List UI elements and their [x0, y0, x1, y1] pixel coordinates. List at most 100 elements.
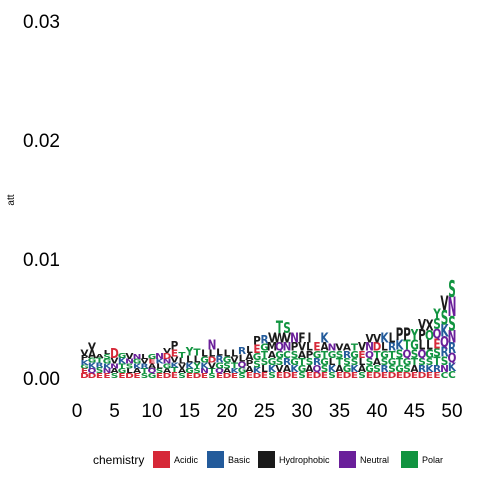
x-tick-label: 5 [109, 401, 120, 422]
logo-letter: E [321, 371, 328, 381]
logo-letter: L [261, 364, 268, 375]
logo-letter: Q [238, 360, 247, 370]
logo-letter: A [163, 368, 171, 376]
logo-letter: S [448, 276, 456, 303]
logo-letter: S [381, 357, 389, 368]
logo-letter: E [216, 373, 223, 381]
logo-letter: I [308, 330, 312, 346]
logo-letter: G [80, 364, 89, 370]
logo-letter: P [306, 350, 314, 361]
logo-letter: A [343, 343, 351, 354]
logo-letter: K [118, 357, 127, 367]
logo-letter: A [148, 363, 156, 371]
logo-letter: Q [418, 347, 427, 361]
logo-letter: S [268, 371, 276, 381]
logo-letter: A [373, 357, 381, 368]
logo-letter: D [193, 373, 202, 381]
logo-letter: T [141, 368, 148, 376]
logo-letter: Q [275, 340, 284, 354]
logo-letter: D [373, 371, 382, 381]
logo-letter: P [253, 334, 261, 348]
legend-swatch [153, 451, 170, 468]
logo-letter: L [104, 349, 111, 355]
logo-letter: L [224, 349, 231, 360]
logo-letter: S [418, 357, 426, 368]
logo-letter: S [208, 373, 216, 381]
logo-letter: S [193, 368, 201, 376]
logo-letter: S [126, 363, 134, 371]
legend-label: Basic [228, 455, 251, 465]
logo-letter: Y [410, 327, 419, 344]
logo-letter: A [358, 364, 366, 375]
logo-letter: Q [403, 347, 412, 361]
logo-letter: N [208, 337, 217, 353]
logo-letter: V [140, 358, 148, 366]
logo-letter: G [350, 350, 359, 361]
logo-letter: T [373, 350, 380, 361]
y-axis-title: att [6, 194, 17, 205]
logo-letter: G [238, 366, 247, 376]
logo-letter: E [133, 373, 140, 381]
logo-letter: K [395, 337, 404, 353]
logo-letter: S [321, 364, 329, 375]
logo-letter: K [440, 322, 449, 341]
logo-letter: R [433, 364, 441, 375]
logo-letter: K [103, 363, 113, 371]
logo-letter: R [448, 340, 456, 357]
logo-letter: S [261, 357, 269, 368]
y-axis-ticks: 0.00 0.01 0.02 0.03 [23, 12, 60, 390]
logo-letter: C [448, 370, 456, 381]
logo-letter: E [148, 358, 155, 366]
logo-letter: S [253, 360, 261, 371]
logo-letter: Q [88, 368, 98, 376]
logo-letter: L [381, 340, 388, 354]
logo-letter: T [96, 357, 103, 365]
logo-letter: G [103, 358, 112, 366]
logo-letter: S [111, 373, 119, 381]
logo-letter: E [351, 371, 358, 381]
logo-letter: G [118, 352, 127, 360]
logo-letter: P [418, 327, 426, 344]
logo-letter: S [156, 368, 164, 376]
logo-letter: G [260, 343, 269, 354]
legend-swatch [339, 451, 356, 468]
logo-letter: T [298, 357, 305, 368]
logo-letter: L [329, 357, 336, 368]
logo-letter: R [260, 333, 269, 347]
y-tick-label: 0.02 [23, 131, 60, 152]
logo-letter: E [276, 371, 283, 381]
logo-letter: S [291, 350, 299, 361]
logo-letter: G [298, 364, 307, 375]
logo-letter: S [238, 373, 246, 381]
logo-letter: G [410, 337, 419, 353]
logo-letter: D [163, 373, 172, 381]
logo-letter: S [433, 317, 441, 334]
logo-letter: K [350, 364, 359, 375]
logo-letter: Q [148, 368, 158, 376]
logo-letter: S [343, 357, 351, 368]
logo-letter: D [88, 373, 97, 381]
logo-letter: V [358, 340, 367, 354]
logo-letter: E [103, 373, 110, 381]
legend-label: Polar [422, 455, 443, 465]
logo-letter: A [95, 353, 104, 359]
legend-label: Acidic [174, 455, 199, 465]
logo-letter: A [223, 368, 231, 376]
logo-letter: T [388, 350, 395, 361]
logo-letter: G [148, 373, 157, 381]
logo-letter: D [253, 373, 262, 381]
logo-letter: C [441, 371, 449, 381]
logo-letter: S [373, 364, 381, 375]
logo-letter: L [186, 355, 193, 366]
logo-letter: T [321, 350, 328, 361]
logo-letter: L [359, 357, 366, 368]
logo-letter: S [448, 312, 456, 336]
logo-letter: Q [448, 350, 457, 366]
logo-letter: N [133, 354, 142, 362]
logo-letter: K [230, 368, 240, 376]
logo-letter: K [80, 360, 90, 368]
legend-swatch [401, 451, 418, 468]
logo-letter: L [389, 330, 396, 346]
logo-letter: N [125, 358, 134, 366]
x-tick-label: 25 [254, 401, 275, 422]
